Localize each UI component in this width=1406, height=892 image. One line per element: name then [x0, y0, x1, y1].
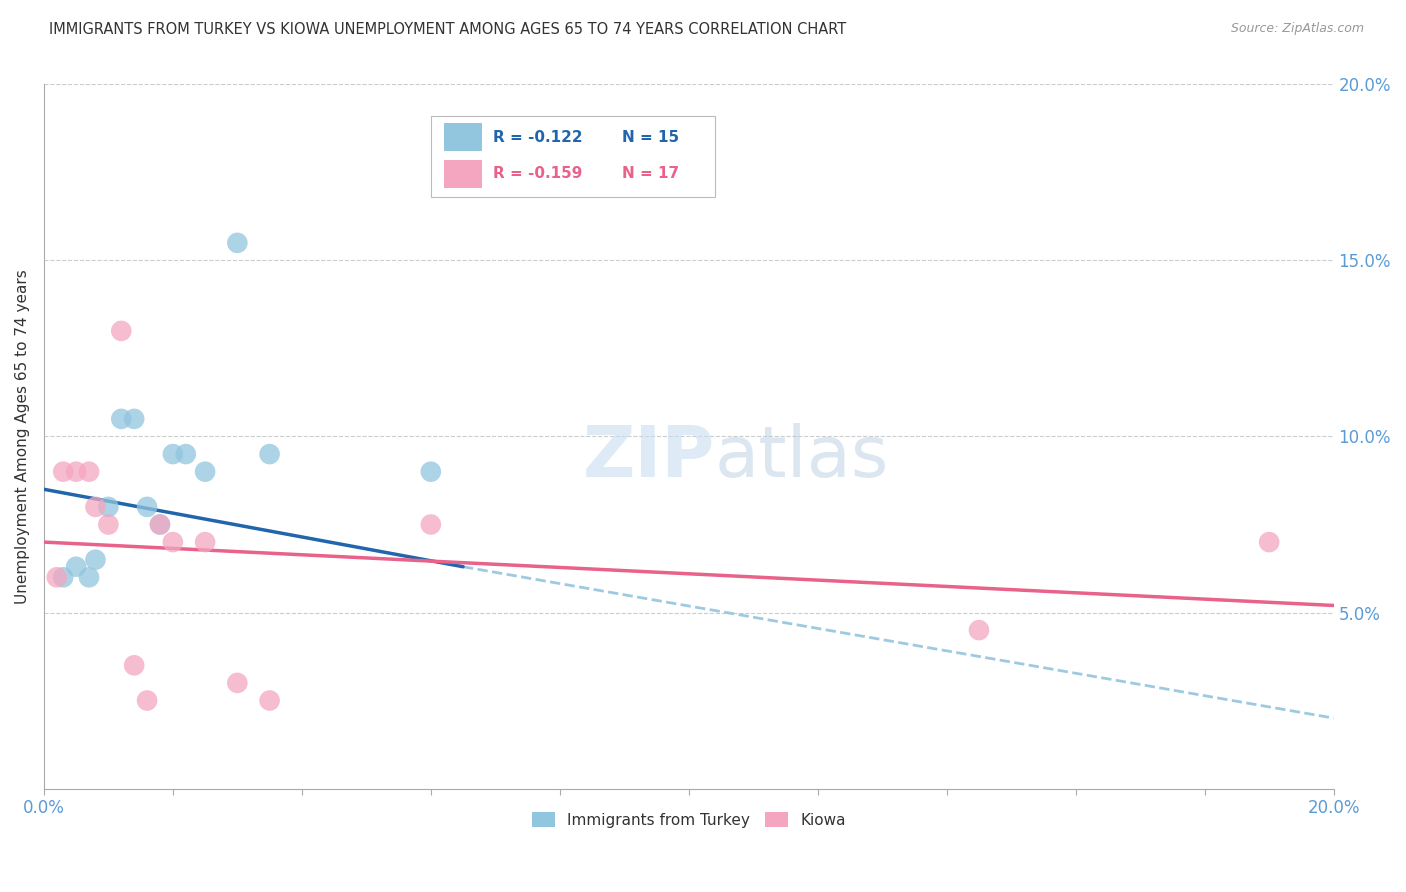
Point [194, 535, 217, 549]
Text: N = 17: N = 17 [621, 167, 679, 181]
Point [52, 465, 75, 479]
FancyBboxPatch shape [444, 160, 482, 188]
Text: R = -0.122: R = -0.122 [492, 129, 582, 145]
Point [259, 693, 281, 707]
Text: IMMIGRANTS FROM TURKEY VS KIOWA UNEMPLOYMENT AMONG AGES 65 TO 74 YEARS CORRELATI: IMMIGRANTS FROM TURKEY VS KIOWA UNEMPLOY… [49, 22, 846, 37]
Point [136, 693, 159, 707]
Point [122, 658, 145, 673]
Point [419, 517, 441, 532]
Point [65, 465, 87, 479]
Point [149, 517, 172, 532]
Point [52, 570, 75, 584]
Point [84, 552, 107, 566]
Point [1258, 535, 1281, 549]
Point [122, 412, 145, 426]
Point [226, 235, 249, 250]
Point [110, 324, 132, 338]
Point [162, 447, 184, 461]
Point [84, 500, 107, 514]
Text: R = -0.159: R = -0.159 [492, 167, 582, 181]
FancyBboxPatch shape [430, 116, 714, 197]
Text: ZIP: ZIP [582, 423, 714, 492]
Point [162, 535, 184, 549]
Point [174, 447, 197, 461]
Point [226, 676, 249, 690]
Point [65, 559, 87, 574]
FancyBboxPatch shape [444, 123, 482, 152]
Point [259, 447, 281, 461]
Point [419, 465, 441, 479]
Point [77, 465, 100, 479]
Point [136, 500, 159, 514]
Text: atlas: atlas [714, 423, 889, 492]
Point [97, 500, 120, 514]
Legend: Immigrants from Turkey, Kiowa: Immigrants from Turkey, Kiowa [526, 805, 852, 834]
Point [110, 412, 132, 426]
Point [967, 623, 990, 637]
Y-axis label: Unemployment Among Ages 65 to 74 years: Unemployment Among Ages 65 to 74 years [15, 269, 30, 604]
Text: Source: ZipAtlas.com: Source: ZipAtlas.com [1230, 22, 1364, 36]
Point [149, 517, 172, 532]
Point [194, 465, 217, 479]
Point [97, 517, 120, 532]
Point [45, 570, 67, 584]
Point [77, 570, 100, 584]
Text: N = 15: N = 15 [621, 129, 679, 145]
